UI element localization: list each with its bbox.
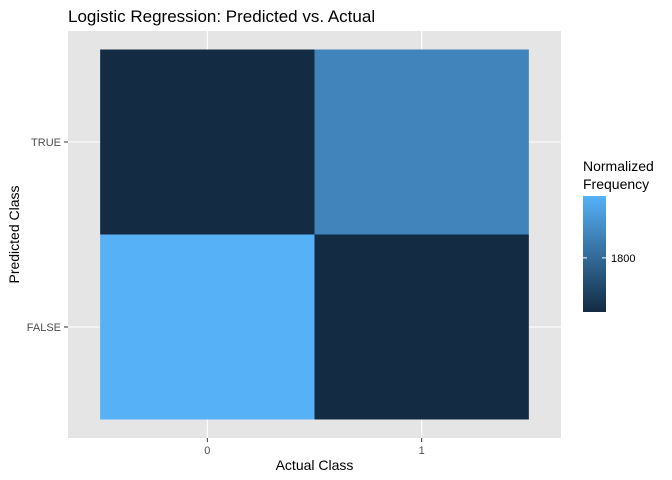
color-legend: Normalized Frequency 1800 (583, 158, 654, 312)
x-tick-label: 0 (204, 445, 210, 457)
legend-title-line-2: Frequency (583, 176, 649, 192)
heatmap-cell (100, 234, 315, 420)
y-axis-title: Predicted Class (6, 185, 22, 283)
y-tick-label: TRUE (31, 137, 61, 149)
legend-colorbar (583, 196, 606, 312)
legend-ticks: 1800 (583, 253, 635, 265)
legend-tick-label: 1800 (611, 253, 635, 265)
x-axis-title: Actual Class (276, 457, 354, 473)
y-tick-label: FALSE (27, 322, 61, 334)
heatmap-cell (314, 234, 529, 420)
heatmap-cell (314, 49, 529, 235)
legend-title-line-1: Normalized (583, 158, 654, 174)
x-tick-label: 1 (419, 445, 425, 457)
chart-title: Logistic Regression: Predicted vs. Actua… (68, 7, 375, 26)
heatmap-cells (100, 49, 529, 420)
heatmap-cell (100, 49, 315, 235)
y-axis-ticks: FALSE TRUE (27, 137, 68, 334)
